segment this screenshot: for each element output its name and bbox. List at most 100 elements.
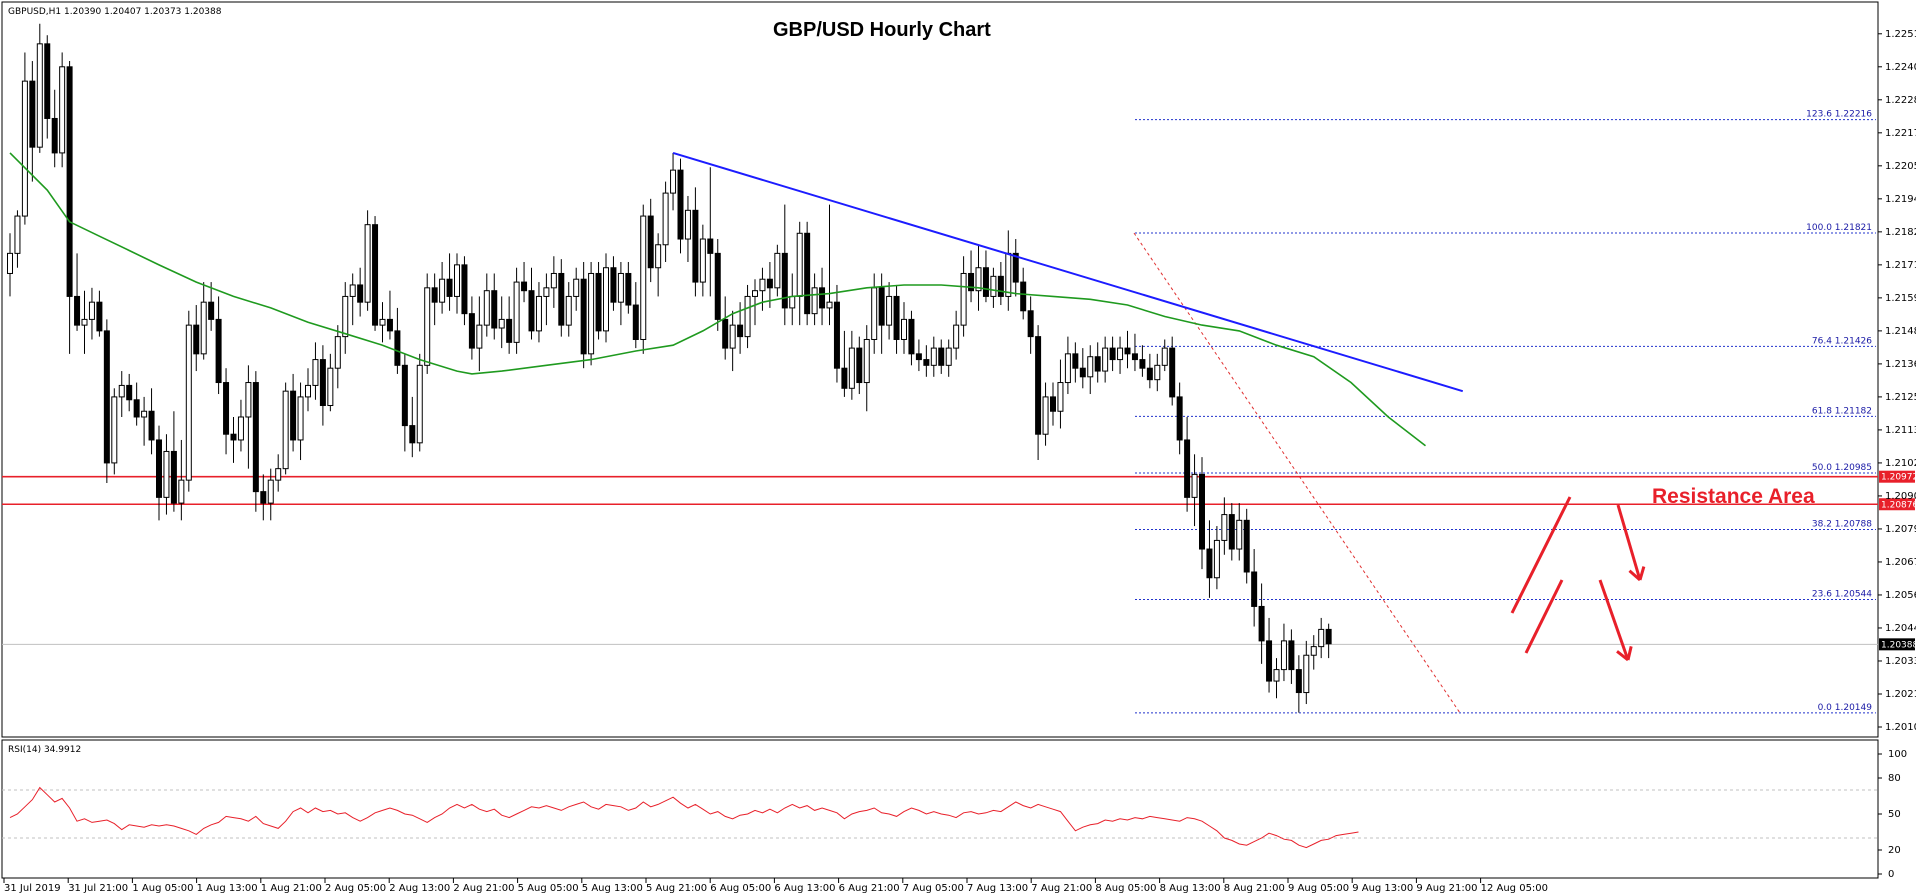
y-tick-label: 1.20675 [1885,557,1916,568]
down-arrow-head [1628,569,1641,582]
bullish-candle [200,301,207,355]
rsi-tick-label: 20 [1888,845,1901,856]
x-tick-label: 5 Aug 05:00 [518,883,579,894]
bullish-candle [1161,347,1168,366]
bullish-candle [871,287,878,340]
bearish-candle [252,382,259,493]
bearish-candle [982,267,989,297]
bullish-candle [930,347,937,366]
bullish-candle [476,324,483,349]
bearish-candle [431,287,438,303]
fib-level-label: 23.6 1.20544 [1812,590,1872,600]
bullish-candle [960,272,967,326]
bearish-candle [506,318,513,343]
bullish-candle [617,272,624,303]
resistance-label: 1.20972 [1881,473,1916,483]
y-tick-label: 1.21020 [1885,458,1916,469]
x-tick-label: 2 Aug 05:00 [325,883,386,894]
bullish-candle [543,287,550,297]
down-arrow-head [1616,650,1629,662]
y-tick-label: 1.20100 [1885,722,1916,733]
x-tick-label: 1 Aug 05:00 [132,883,193,894]
bullish-candle [81,318,88,326]
bearish-candle [997,275,1004,297]
y-tick-label: 1.22170 [1885,128,1916,139]
bullish-candle [1318,628,1325,648]
main-pane-frame [1,1,1879,738]
bullish-candle [588,272,595,355]
bullish-candle [1102,347,1109,372]
candles [7,23,1332,713]
fibonacci-levels: 123.6 1.22216 100.0 1.21821 76.4 1.21426 61… [1133,110,1876,714]
bearish-candle [51,117,58,154]
bearish-candle [923,359,930,366]
bullish-candle [118,384,125,398]
bearish-candle [915,353,922,361]
bearish-candle [372,224,379,326]
bullish-candle [439,278,446,303]
bearish-candle [1243,519,1250,573]
bearish-candle [290,390,297,441]
bullish-candle [640,215,647,340]
bearish-candle [1027,310,1034,338]
bearish-candle [74,295,81,326]
bearish-candle [230,433,237,441]
y-tick-label: 1.22515 [1885,29,1916,40]
bullish-candle [111,396,118,464]
rsi-tick-label: 80 [1888,773,1901,784]
bullish-candle [1213,539,1220,579]
bullish-candle [1191,473,1198,498]
x-tick-label: 9 Aug 21:00 [1416,883,1477,894]
bearish-candle [1288,640,1295,671]
bullish-candle [729,324,736,349]
bullish-candle [684,209,691,240]
fib-level-label: 61.8 1.21182 [1812,406,1872,416]
bearish-candle [1228,514,1235,550]
price-axis: 1.22515 1.22400 1.22285 1.22170 1.22055 1.219… [1878,29,1916,733]
bearish-candle [766,278,773,289]
bearish-candle [632,304,639,340]
bearish-candle [446,278,453,297]
bearish-candle [1266,640,1273,682]
bullish-candle [789,295,796,309]
y-tick-label: 1.21940 [1885,194,1916,205]
resistance-tag [1879,470,1915,483]
x-tick-label: 8 Aug 21:00 [1224,883,1285,894]
fib-level-label: 50.0 1.20985 [1812,463,1872,473]
bullish-candle [59,66,66,154]
bearish-candle [223,382,230,435]
bearish-candle [208,301,215,320]
bearish-candle [528,290,535,332]
bullish-candle [699,238,706,283]
bearish-candle [1139,359,1146,369]
bearish-candle [1035,336,1042,435]
bullish-candle [655,244,662,269]
current-price-tag [1879,638,1915,651]
bullish-candle [416,364,423,444]
bullish-candle [670,169,677,194]
x-tick-label: 2 Aug 21:00 [453,883,514,894]
bearish-candle [29,80,36,148]
rsi-line [9,786,1359,849]
x-tick-label: 5 Aug 21:00 [646,883,707,894]
bearish-candle [96,301,103,332]
x-tick-label: 6 Aug 05:00 [710,883,771,894]
y-tick-label: 1.20330 [1885,656,1916,667]
bearish-candle [841,367,848,389]
y-tick-label: 1.20905 [1885,491,1916,502]
up-arrow-line [1524,579,1564,654]
current-price-label: 1.20388 [1881,640,1916,650]
fib-level-label: 100.0 1.21821 [1806,223,1872,233]
bearish-candle [409,425,416,444]
bullish-candle [1042,396,1049,435]
bearish-candle [1020,281,1027,312]
bullish-candle [513,281,520,343]
bearish-candle [1184,439,1191,498]
x-tick-label: 7 Aug 05:00 [903,883,964,894]
bullish-candle [297,396,304,441]
x-tick-label: 1 Aug 13:00 [197,883,258,894]
bearish-candle [66,66,73,297]
bullish-candle [826,301,833,309]
